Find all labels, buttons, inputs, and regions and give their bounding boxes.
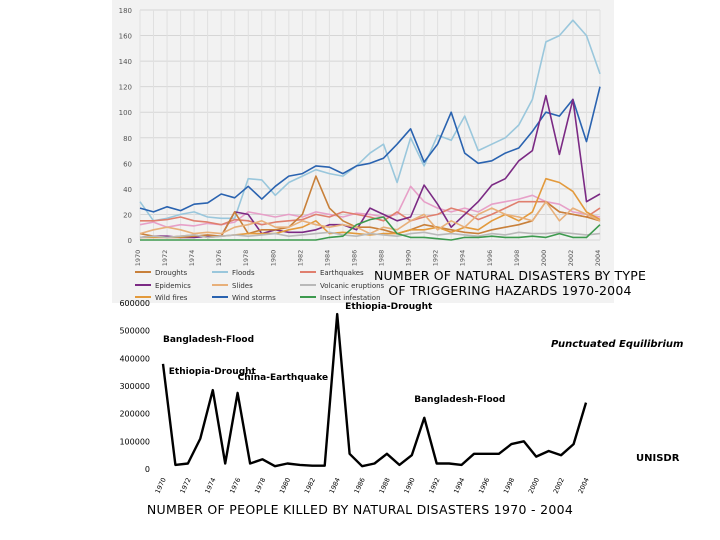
bottom-xtick-label: 1996 (477, 476, 491, 494)
top-xtick-label: 1974 (188, 250, 196, 267)
top-xtick-label: 1986 (350, 250, 358, 267)
annotation-ethiopia-drought: Ethiopia-Drought (345, 302, 433, 312)
top-ytick-label: 140 (119, 58, 132, 66)
top-chart-title-line2: OF TRIGGERING HAZARDS 1970-2004 (388, 283, 632, 298)
bottom-xtick-label: 2000 (527, 476, 541, 494)
top-xtick-label: 1990 (405, 250, 413, 267)
bottom-ytick-label: 200000 (119, 410, 150, 419)
top-ytick-label: 180 (119, 7, 132, 15)
top-xtick-label: 1976 (215, 250, 223, 267)
bottom-xtick-label: 1994 (452, 476, 466, 494)
series-line-insect-infestation (140, 216, 601, 241)
top-ytick-label: 120 (119, 84, 132, 92)
bottom-ytick-label: 600000 (119, 299, 150, 308)
bottom-xtick-label: 1982 (303, 476, 317, 494)
punctuated-equilibrium-note: Punctuated Equilibrium (551, 339, 684, 350)
top-ytick-label: 60 (123, 160, 132, 168)
top-xtick-label: 1982 (296, 250, 304, 267)
bottom-xtick-label: 1974 (203, 476, 217, 494)
legend-label-slides: Slides (232, 282, 253, 290)
series-line-wind-storms (139, 86, 601, 213)
bottom-xtick-label: 1978 (253, 476, 267, 494)
legend-label-volcanic-eruptions: Volcanic eruptions (320, 282, 385, 290)
source-note: UNISDR (636, 453, 680, 464)
bottom-xtick-label: 1986 (353, 476, 367, 494)
top-xtick-label: 2004 (594, 250, 602, 267)
top-xtick-label: 1978 (242, 250, 250, 267)
series-line-floods (139, 19, 601, 222)
top-xtick-label: 1998 (513, 250, 521, 267)
series-line-volcanic-eruptions (139, 231, 601, 239)
top-xtick-label: 1980 (269, 250, 277, 267)
series-line-earthquakes (140, 200, 601, 226)
bottom-xtick-label: 1980 (278, 476, 292, 494)
bottom-xtick-label: 2004 (577, 476, 591, 494)
legend-label-floods: Floods (232, 269, 255, 277)
bottom-xtick-label: 1988 (378, 476, 392, 494)
top-ytick-label: 0 (128, 237, 132, 245)
top-ytick-label: 160 (119, 33, 132, 41)
top-xtick-label: 1988 (378, 250, 386, 267)
bottom-ytick-label: 100000 (119, 437, 150, 446)
annotation-bangladesh-flood: Bangladesh-Flood (414, 395, 505, 405)
bottom-xtick-label: 2002 (552, 476, 566, 494)
bottom-xtick-label: 1972 (178, 476, 192, 494)
top-xtick-label: 2002 (567, 250, 575, 267)
annotation-ethiopia-drought: Ethiopia-Drought (169, 367, 257, 377)
bottom-xtick-label: 1998 (502, 476, 516, 494)
legend-label-earthquakes: Earthquakes (320, 269, 364, 277)
annotation-china-earthquake: China-Earthquake (238, 373, 328, 383)
bottom-ytick-label: 400000 (119, 354, 150, 363)
legend-label-epidemics: Epidemics (155, 282, 191, 290)
top-xtick-label: 2000 (540, 250, 548, 267)
top-chart-title-line1: NUMBER OF NATURAL DISASTERS BY TYPE (373, 268, 647, 283)
bottom-ytick-label: 500000 (119, 327, 150, 336)
top-ytick-label: 40 (123, 186, 132, 194)
bottom-ytick-label: 300000 (119, 382, 150, 391)
bottom-xtick-label: 1984 (328, 476, 342, 494)
top-xtick-label: 1996 (486, 250, 494, 267)
bottom-chart-title: NUMBER OF PEOPLE KILLED BY NATURAL DISAS… (146, 502, 574, 517)
legend-label-wind-storms: Wind storms (232, 294, 276, 302)
top-ytick-label: 80 (123, 135, 132, 143)
bottom-ytick-label: 0 (145, 465, 150, 474)
legend-label-insect-infestation: Insect infestation (320, 294, 381, 302)
top-xtick-label: 1992 (432, 250, 440, 267)
legend-label-droughts: Droughts (155, 269, 187, 277)
series-line-droughts (139, 175, 601, 239)
bottom-xtick-label: 1976 (228, 476, 242, 494)
top-ytick-label: 100 (119, 109, 132, 117)
bottom-xtick-label: 1970 (154, 476, 168, 494)
bottom-xtick-label: 1992 (427, 476, 441, 494)
legend-label-wild-fires: Wild fires (155, 294, 188, 302)
bottom-xtick-label: 1990 (402, 476, 416, 494)
top-xtick-label: 1984 (323, 250, 331, 267)
top-xtick-label: 1994 (459, 250, 467, 267)
annotation-bangladesh-flood: Bangladesh-Flood (163, 335, 254, 345)
top-xtick-label: 1972 (161, 250, 169, 267)
top-ytick-label: 20 (123, 211, 132, 219)
series-line-people-killed (161, 312, 588, 468)
top-xtick-label: 1970 (134, 250, 142, 267)
